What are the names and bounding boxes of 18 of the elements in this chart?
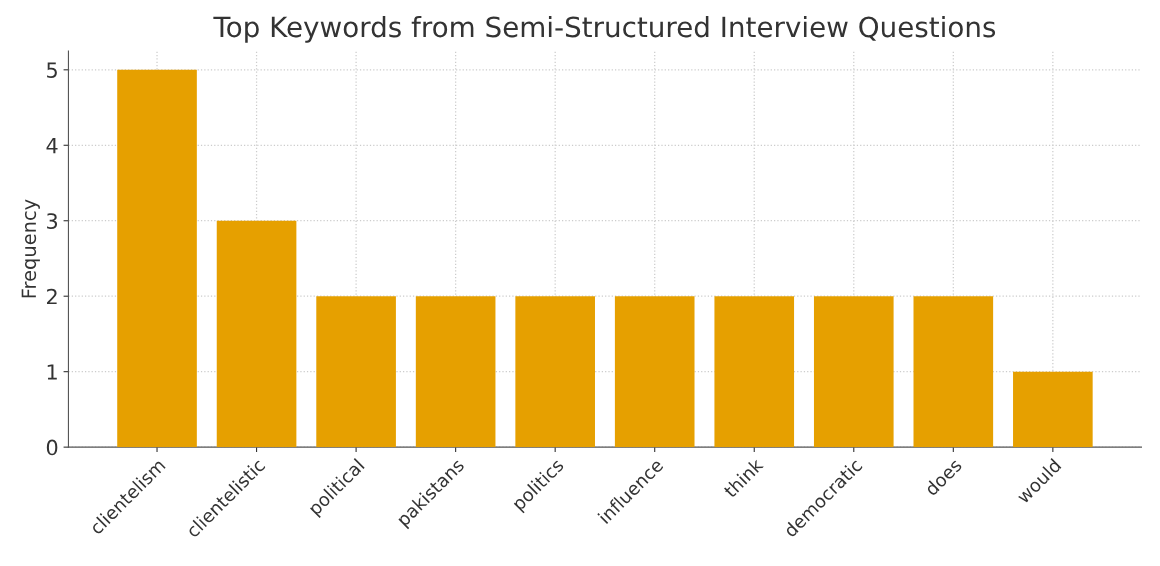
bar (216, 220, 297, 448)
y-axis-title: Frequency (21, 199, 40, 298)
y-tick-label: 1 (47, 364, 57, 380)
bar (813, 296, 894, 448)
bar (316, 296, 396, 448)
y-tick-label: 3 (47, 213, 58, 229)
y-tick-label: 4 (46, 138, 58, 154)
bar (1013, 371, 1093, 448)
bar (515, 296, 595, 448)
bar (117, 69, 197, 448)
y-tick-label: 2 (46, 288, 57, 305)
chart-title: Top Keywords from Semi-Structured Interview Questions (213, 15, 996, 43)
y-tick-label: 5 (47, 62, 57, 79)
bar (614, 296, 695, 448)
bar (913, 296, 994, 448)
y-tick-label: 0 (46, 439, 58, 456)
bar (714, 296, 795, 448)
bar (415, 296, 496, 448)
